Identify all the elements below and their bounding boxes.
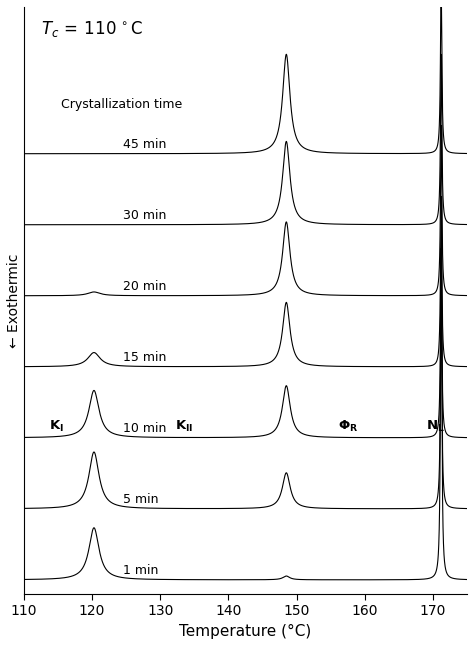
Text: 10 min: 10 min xyxy=(123,422,166,435)
Text: Crystallization time: Crystallization time xyxy=(61,98,182,111)
Text: $\mathbf{\Phi_R}$: $\mathbf{\Phi_R}$ xyxy=(337,419,358,434)
Text: $\mathbf{K_{II}}$: $\mathbf{K_{II}}$ xyxy=(175,419,193,434)
Text: 20 min: 20 min xyxy=(123,280,166,293)
Text: 1 min: 1 min xyxy=(123,564,158,577)
Y-axis label: ← Exothermic: ← Exothermic xyxy=(7,253,21,348)
Text: 5 min: 5 min xyxy=(123,493,158,506)
Text: 15 min: 15 min xyxy=(123,351,166,364)
Text: $\mathbf{K_I}$: $\mathbf{K_I}$ xyxy=(49,419,64,434)
Text: $T_c\,=\,110\,^\circ\mathrm{C}$: $T_c\,=\,110\,^\circ\mathrm{C}$ xyxy=(41,19,143,39)
Text: 30 min: 30 min xyxy=(123,209,166,222)
Text: 45 min: 45 min xyxy=(123,138,166,151)
X-axis label: Temperature (°C): Temperature (°C) xyxy=(179,624,311,639)
Text: $\mathbf{N_L}$: $\mathbf{N_L}$ xyxy=(426,419,445,434)
